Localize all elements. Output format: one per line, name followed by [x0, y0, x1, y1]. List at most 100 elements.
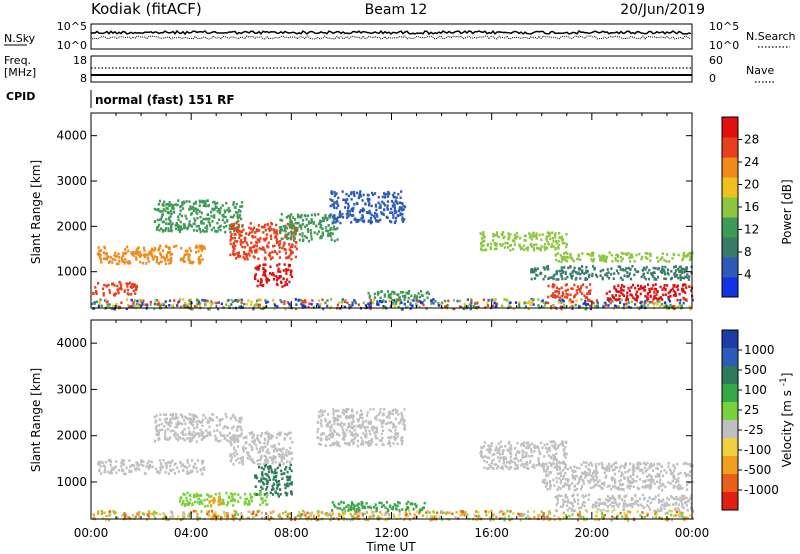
- power-x-ticks: [90, 113, 693, 308]
- data-cell: [535, 235, 538, 238]
- data-cell: [216, 210, 219, 213]
- data-cell: [108, 260, 112, 263]
- data-cell: [113, 253, 116, 257]
- data-cell: [186, 466, 189, 470]
- data-cell: [193, 417, 196, 421]
- data-cell: [289, 451, 293, 455]
- data-cell: [219, 210, 222, 213]
- data-cell: [646, 303, 650, 307]
- data-cell: [638, 478, 642, 481]
- data-cell: [223, 209, 226, 213]
- data-cell: [331, 221, 334, 225]
- data-cell: [117, 291, 120, 295]
- data-cell: [210, 214, 213, 218]
- data-cell: [575, 289, 578, 292]
- data-cell: [324, 417, 327, 421]
- data-cell: [226, 219, 229, 222]
- data-cell: [626, 291, 629, 294]
- data-cell: [613, 304, 617, 308]
- data-cell: [538, 462, 541, 466]
- data-cell: [202, 217, 205, 221]
- data-cell: [112, 468, 115, 471]
- data-cell: [335, 200, 339, 203]
- data-cell: [681, 276, 684, 279]
- data-cell: [230, 236, 233, 240]
- data-cell: [603, 514, 607, 517]
- data-cell: [248, 502, 251, 506]
- data-cell: [194, 510, 198, 513]
- data-cell: [564, 514, 568, 517]
- data-cell: [378, 439, 382, 442]
- data-cell: [637, 284, 640, 287]
- data-cell: [544, 246, 547, 249]
- data-cell: [565, 243, 568, 246]
- data-cell: [368, 303, 371, 307]
- data-cell: [429, 515, 432, 518]
- data-cell: [679, 265, 682, 268]
- data-cell: [204, 504, 207, 508]
- data-cell: [590, 461, 593, 465]
- data-cell: [391, 412, 394, 416]
- data-cell: [246, 243, 249, 247]
- data-cell: [253, 492, 256, 496]
- data-cell: [125, 466, 128, 470]
- data-cell: [407, 500, 410, 504]
- data-cell: [663, 269, 666, 272]
- data-cell: [348, 416, 351, 420]
- data-cell: [408, 510, 411, 513]
- data-cell: [545, 470, 548, 473]
- data-cell: [208, 222, 211, 225]
- data-cell: [535, 243, 538, 246]
- data-cell: [570, 274, 573, 278]
- data-cell: [387, 412, 390, 415]
- data-cell: [299, 516, 302, 519]
- data-cell: [288, 478, 291, 481]
- data-cell: [183, 306, 186, 309]
- data-cell: [539, 441, 543, 445]
- data-cell: [181, 422, 184, 426]
- data-cell: [321, 298, 324, 302]
- data-cell: [667, 273, 670, 276]
- data-cell: [246, 457, 249, 460]
- data-cell: [311, 299, 314, 302]
- data-cell: [407, 292, 410, 295]
- data-cell: [636, 295, 639, 298]
- data-cell: [304, 305, 307, 308]
- data-cell: [181, 203, 184, 207]
- data-cell: [184, 214, 187, 218]
- data-cell: [158, 304, 162, 308]
- data-cell: [343, 507, 346, 510]
- data-cell: [560, 260, 563, 263]
- data-cell: [349, 505, 353, 508]
- data-cell: [207, 220, 210, 224]
- data-cell: [289, 245, 292, 249]
- data-cell: [258, 480, 261, 483]
- data-cell: [646, 271, 649, 275]
- data-cell: [307, 230, 310, 233]
- data-cell: [636, 486, 639, 490]
- data-cell: [342, 511, 345, 515]
- data-cell: [558, 299, 561, 302]
- data-cell: [540, 300, 543, 303]
- data-cell: [310, 221, 313, 224]
- data-cell: [586, 303, 589, 306]
- data-cell: [186, 470, 189, 473]
- data-cell: [336, 216, 339, 219]
- data-cell: [142, 299, 145, 302]
- data-cell: [526, 510, 529, 513]
- nave-right-tick-bottom: 0: [709, 72, 716, 85]
- data-cell: [337, 441, 340, 445]
- data-cell: [211, 220, 214, 223]
- data-cell: [604, 273, 607, 277]
- date-title: 20/Jun/2019: [620, 2, 705, 18]
- data-cell: [283, 263, 286, 266]
- data-cell: [93, 301, 96, 304]
- data-cell: [357, 514, 360, 518]
- data-cell: [201, 502, 204, 505]
- data-cell: [356, 418, 359, 421]
- data-cell: [607, 304, 610, 307]
- data-cell: [352, 414, 355, 418]
- data-cell: [655, 513, 658, 517]
- data-cell: [222, 225, 226, 229]
- data-cell: [256, 279, 260, 283]
